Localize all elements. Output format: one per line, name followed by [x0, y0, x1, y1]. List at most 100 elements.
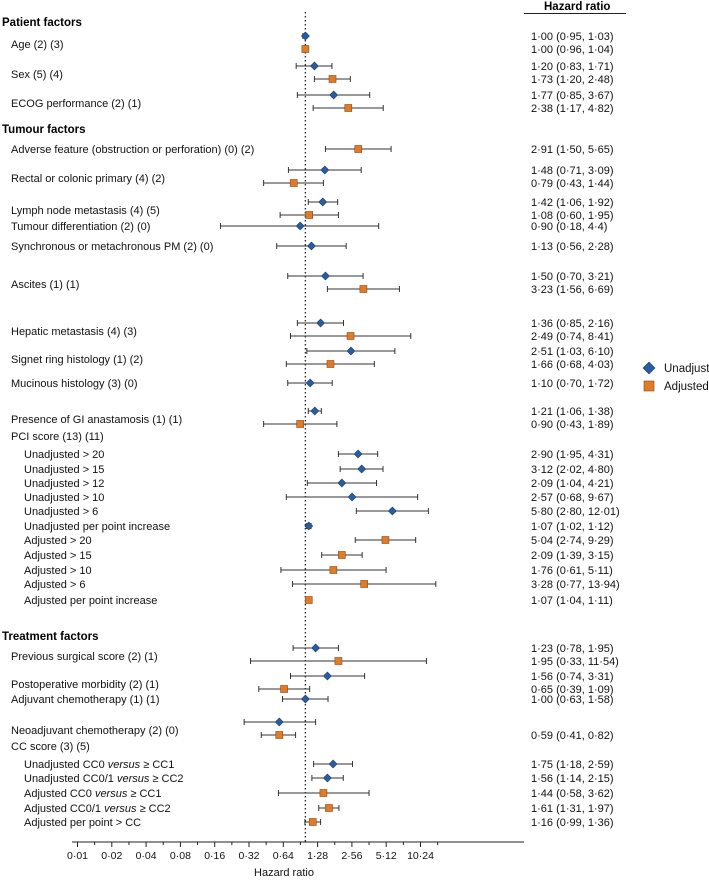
x-axis: 0·01 0·02 0·04 0·08 0·16 0·32 0·64 1·28 2·56 5·12…: [67, 841, 524, 879]
row-label-ascites-1-1: Ascites (1) (1): [11, 279, 79, 291]
row-label-tumour-differentiation-2-0: Tumour differentiation (2) (0): [11, 221, 150, 233]
row-label-part: Mucinous histology (3) (0): [11, 378, 138, 390]
row-label-adjusted-cc0-1-versus-cc2: Adjusted CC0/1 versus ≥ CC2: [24, 803, 171, 815]
point-unadjusted-neoadjuvant-chemotherapy-2-0: [274, 717, 284, 727]
point-unadjusted-presence-of-gi-anastamosis-1-1: [310, 406, 320, 416]
value-lymph-node-metastasis-4-5: 1·42 (1·06, 1·92): [531, 197, 614, 209]
row-label-part: Adjusted > 15: [24, 550, 92, 562]
point-unadjusted-unadjusted-10: [347, 492, 357, 502]
row-label-adjusted-cc0-versus-cc1: Adjusted CC0 versus ≥ CC1: [24, 788, 162, 800]
row-label-part: Adjusted > 20: [24, 535, 92, 547]
row-label-part: Unadjusted > 10: [24, 492, 104, 504]
point-unadjusted-adjuvant-chemotherapy-1-1: [300, 694, 310, 704]
row-label-part: Signet ring histology (1) (2): [11, 354, 143, 366]
row-label-part: ECOG performance (2) (1): [11, 98, 141, 110]
point-adjusted-ecog-performance-2-1: [344, 104, 353, 112]
plot-marks: [220, 31, 437, 826]
row-label-ecog-performance-2-1: ECOG performance (2) (1): [11, 98, 141, 110]
point-adjusted-adjusted-6: [360, 580, 368, 588]
row-label-part: ≥ CC1: [140, 759, 174, 771]
legend-unadjusted-icon: [642, 361, 656, 375]
row-label-unadjusted-6: Unadjusted > 6: [24, 506, 98, 518]
point-adjusted-lymph-node-metastasis-4-5: [305, 211, 313, 219]
row-label-part: Neoadjuvant chemotherapy (2) (0): [11, 725, 179, 737]
row-label-neoadjuvant-chemotherapy-2-0: Neoadjuvant chemotherapy (2) (0): [11, 725, 179, 737]
row-labels: Patient factors Age (2) (3) Sex (5) (4) ECO…: [2, 17, 254, 829]
value-adjusted-cc0-1-versus-cc2: 1·61 (1·31, 1·97): [531, 803, 614, 815]
x-axis-title: Hazard ratio: [254, 867, 314, 879]
row-label-unadjusted-cc0-versus-cc1: Unadjusted CC0 versus ≥ CC1: [24, 759, 174, 771]
value-sex-5-4: 1·20 (0·83, 1·71): [531, 61, 614, 73]
row-label-part: versus: [117, 773, 150, 785]
row-label-part: ≥ CC2: [137, 803, 171, 815]
value-postoperative-morbidity-2-1: 1·56 (0·74, 3·31): [531, 671, 614, 683]
value-unadjusted-6: 5·80 (2·80, 12·01): [531, 506, 620, 518]
value-hepatic-metastasis-4-3: 1·36 (0·85, 2·16): [531, 318, 614, 330]
row-label-adjusted-20: Adjusted > 20: [24, 535, 92, 547]
row-label-unadjusted-12: Unadjusted > 12: [24, 478, 104, 490]
point-unadjusted-unadjusted-6: [387, 506, 397, 516]
legend-adjusted-icon: [643, 380, 655, 392]
point-adjusted-hepatic-metastasis-4-3: [346, 332, 355, 340]
value-adjuvant-chemotherapy-1-1: 1·00 (0·63, 1·58): [531, 694, 614, 706]
point-unadjusted-lymph-node-metastasis-4-5: [318, 197, 328, 207]
value-column-header: Hazard ratio: [544, 1, 610, 13]
value-unadjusted-12: 2·09 (1·04, 4·21): [531, 478, 614, 490]
row-label-part: versus: [95, 788, 128, 800]
value-adjusted-20: 5·04 (2·74, 9·29): [531, 535, 614, 547]
row-label-part: Adverse feature (obstruction or perforat…: [11, 144, 254, 156]
value-unadjusted-10: 2·57 (0·68, 9·67): [531, 492, 614, 504]
row-label-age-2-3: Age (2) (3): [11, 39, 64, 51]
value-ascites-1-1: 1·50 (0·70, 3·21): [531, 271, 614, 283]
row-label-part: Ascites (1) (1): [11, 279, 79, 291]
point-unadjusted-unadjusted-per-point-increase: [304, 521, 314, 531]
value-ecog-performance-2-1: 1·77 (0·85, 3·67): [531, 90, 614, 102]
point-adjusted-postoperative-morbidity-2-1: [280, 685, 288, 693]
row-label-part: Adjusted CC0/1: [24, 803, 104, 815]
legend: Unadjusted Adjusted: [642, 361, 709, 393]
point-unadjusted-unadjusted-12: [337, 478, 347, 488]
point-adjusted-signet-ring-histology-1-2: [326, 360, 335, 368]
row-label-adverse-feature-obstruction-or-perforation-0-2: Adverse feature (obstruction or perforat…: [11, 144, 254, 156]
x-tick-label: 1·28: [307, 850, 328, 862]
row-label-adjusted-6: Adjusted > 6: [24, 579, 85, 591]
row-label-part: Presence of GI anastamosis (1) (1): [11, 414, 182, 426]
value-unadjusted-20: 2·90 (1·95, 4·31): [531, 449, 614, 461]
point-unadjusted-ascites-1-1: [321, 271, 330, 281]
row-label-unadjusted-15: Unadjusted > 15: [24, 464, 104, 476]
row-label-cc-score-3-5: CC score (3) (5): [11, 741, 90, 753]
value-synchronous-or-metachronous-pm-2-0: 1·13 (0·56, 2·28): [531, 241, 614, 253]
value-adjusted-10: 1·76 (0·61, 5·11): [531, 565, 613, 577]
row-label-part: Postoperative morbidity (2) (1): [11, 679, 159, 691]
row-label-mucinous-histology-3-0: Mucinous histology (3) (0): [11, 378, 138, 390]
point-adjusted-adverse-feature-obstruction-or-perforation-0-2: [354, 145, 363, 153]
row-label-adjusted-15: Adjusted > 15: [24, 550, 92, 562]
value-unadjusted-cc0-versus-cc1: 1·75 (1·18, 2·59): [531, 759, 614, 771]
row-label-part: Unadjusted > 20: [24, 449, 104, 461]
x-tick-label: 0·32: [238, 850, 259, 862]
row-label-pci-score-13-11: PCI score (13) (11): [11, 431, 104, 443]
row-label-part: Unadjusted CC0/1: [24, 773, 117, 785]
point-adjusted-previous-surgical-score-2-1: [334, 657, 343, 665]
row-label-part: versus: [104, 803, 137, 815]
row-label-part: Unadjusted CC0: [24, 759, 108, 771]
x-tick-label: 0·02: [101, 850, 122, 862]
value-tumour-differentiation-2-0: 0·90 (0·18, 4·4): [531, 221, 607, 233]
point-unadjusted-postoperative-morbidity-2-1: [322, 671, 332, 681]
value-postoperative-morbidity-2-1: 0·65 (0·39, 1·09): [531, 684, 614, 696]
row-label-part: Adjusted CC0: [24, 788, 95, 800]
row-label-part: Adjusted > 10: [24, 565, 92, 577]
row-label-part: Unadjusted per point increase: [24, 521, 170, 533]
row-label-part: Adjusted per point increase: [24, 595, 157, 607]
point-unadjusted-signet-ring-histology-1-2: [346, 346, 356, 356]
value-adjusted-cc0-versus-cc1: 1·44 (0·58, 3·62): [531, 788, 614, 800]
point-unadjusted-unadjusted-20: [353, 449, 363, 459]
section-treatment-factors: Treatment factors: [2, 631, 99, 643]
value-previous-surgical-score-2-1: 1·23 (0·78, 1·95): [531, 643, 614, 655]
row-label-adjusted-per-point-cc: Adjusted per point > CC: [24, 817, 141, 829]
point-adjusted-adjusted-cc0-versus-cc1: [319, 789, 328, 797]
value-sex-5-4: 1·73 (1·20, 2·48): [531, 74, 614, 86]
row-label-postoperative-morbidity-2-1: Postoperative morbidity (2) (1): [11, 679, 159, 691]
value-unadjusted-cc0-1-versus-cc2: 1·56 (1·14, 2·15): [531, 773, 614, 785]
row-label-adjusted-10: Adjusted > 10: [24, 565, 92, 577]
